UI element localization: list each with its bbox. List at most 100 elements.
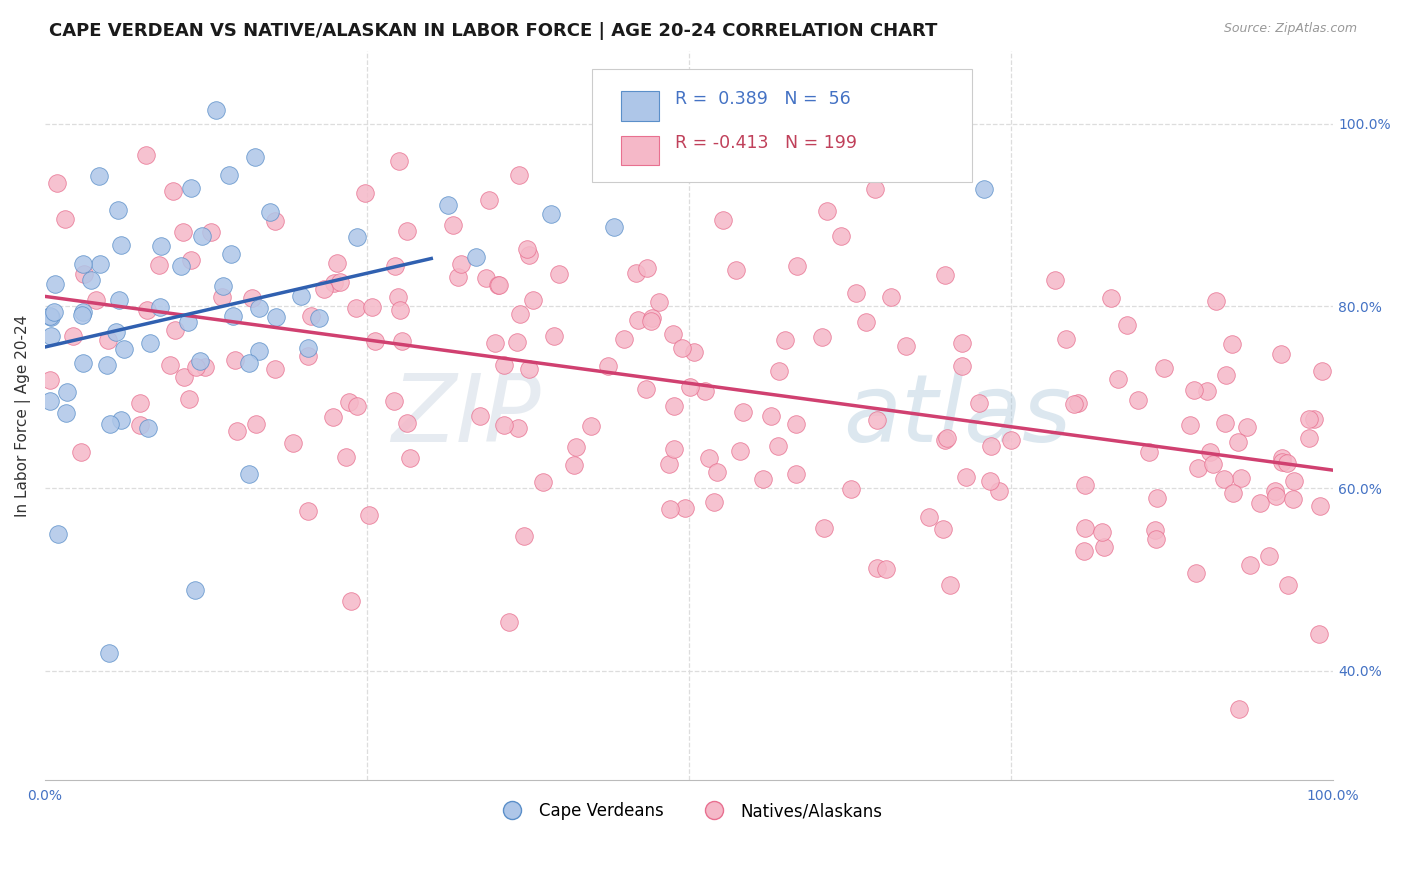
Point <box>1220 336 1243 351</box>
Point <box>388 154 411 169</box>
Point <box>450 257 472 271</box>
Point <box>340 594 363 608</box>
Point <box>135 148 157 162</box>
Text: R = -0.413   N = 199: R = -0.413 N = 199 <box>675 134 856 153</box>
Point <box>382 394 405 409</box>
Point <box>1205 294 1227 309</box>
Point <box>80 273 103 287</box>
Point <box>297 349 319 363</box>
Point <box>194 359 217 374</box>
Point <box>297 504 319 518</box>
Point <box>1303 412 1326 426</box>
Point <box>191 229 214 244</box>
Point <box>1249 496 1271 510</box>
Point <box>1212 472 1234 486</box>
Point <box>592 153 614 168</box>
Point <box>830 228 852 243</box>
Point <box>87 169 110 183</box>
Point <box>389 302 412 317</box>
Point <box>679 379 702 393</box>
Point <box>72 356 94 370</box>
Point <box>264 362 287 376</box>
Point <box>1215 368 1237 382</box>
Point <box>540 207 562 221</box>
Bar <box>620 91 659 120</box>
Point <box>1143 523 1166 537</box>
Point <box>759 409 782 423</box>
FancyBboxPatch shape <box>592 69 972 182</box>
Point <box>932 523 955 537</box>
Point <box>1265 489 1288 503</box>
Point <box>180 252 202 267</box>
Point <box>322 409 344 424</box>
Point <box>384 259 406 273</box>
Point <box>1282 491 1305 506</box>
Point <box>647 294 669 309</box>
Point <box>613 332 636 346</box>
Point <box>159 358 181 372</box>
Point <box>346 399 368 413</box>
Point <box>706 465 728 479</box>
Point <box>768 364 790 378</box>
Point <box>297 341 319 355</box>
Text: R =  0.389   N =  56: R = 0.389 N = 56 <box>675 90 851 108</box>
Point <box>1146 491 1168 506</box>
Point <box>107 203 129 218</box>
Point <box>1271 454 1294 468</box>
Point <box>839 483 862 497</box>
Point <box>1298 431 1320 445</box>
Point <box>659 502 682 516</box>
Point <box>360 301 382 315</box>
Point <box>184 359 207 374</box>
Point <box>1298 412 1320 426</box>
Point <box>55 211 77 226</box>
Point <box>775 333 797 347</box>
Point <box>39 310 62 324</box>
Point <box>46 176 69 190</box>
Point <box>364 334 387 349</box>
Point <box>39 329 62 343</box>
Point <box>1271 450 1294 465</box>
Point <box>624 266 647 280</box>
Point <box>811 330 834 344</box>
Point <box>281 436 304 450</box>
Point <box>136 420 159 434</box>
Point <box>84 293 107 308</box>
Text: atlas: atlas <box>844 370 1071 461</box>
Point <box>863 182 886 196</box>
Point <box>162 184 184 198</box>
Point <box>627 313 650 327</box>
Point <box>1178 417 1201 432</box>
Point <box>1309 500 1331 514</box>
Point <box>1074 521 1097 535</box>
Point <box>662 327 685 342</box>
Point <box>603 219 626 234</box>
Text: Source: ZipAtlas.com: Source: ZipAtlas.com <box>1223 22 1357 36</box>
Point <box>396 224 419 238</box>
Point <box>1270 347 1292 361</box>
Point <box>264 214 287 228</box>
Point <box>39 373 62 387</box>
Point <box>950 359 973 373</box>
Point <box>1091 524 1114 539</box>
Point <box>866 561 889 575</box>
Point <box>662 442 685 457</box>
Point <box>786 260 808 274</box>
Point <box>96 358 118 372</box>
Point <box>437 198 460 212</box>
Point <box>1045 273 1067 287</box>
Point <box>110 413 132 427</box>
Point <box>896 339 918 353</box>
Point <box>55 406 77 420</box>
Point <box>177 315 200 329</box>
Point <box>1236 419 1258 434</box>
Text: ZIP: ZIP <box>391 370 541 461</box>
Point <box>70 308 93 322</box>
Point <box>211 290 233 304</box>
Point <box>562 458 585 472</box>
Point <box>38 393 60 408</box>
Point <box>866 413 889 427</box>
Point <box>517 362 540 376</box>
Point <box>183 582 205 597</box>
Point <box>938 578 960 592</box>
